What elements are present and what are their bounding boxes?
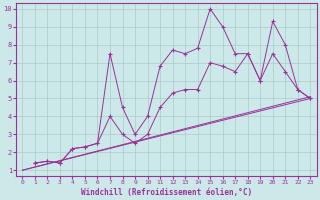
X-axis label: Windchill (Refroidissement éolien,°C): Windchill (Refroidissement éolien,°C) (81, 188, 252, 197)
